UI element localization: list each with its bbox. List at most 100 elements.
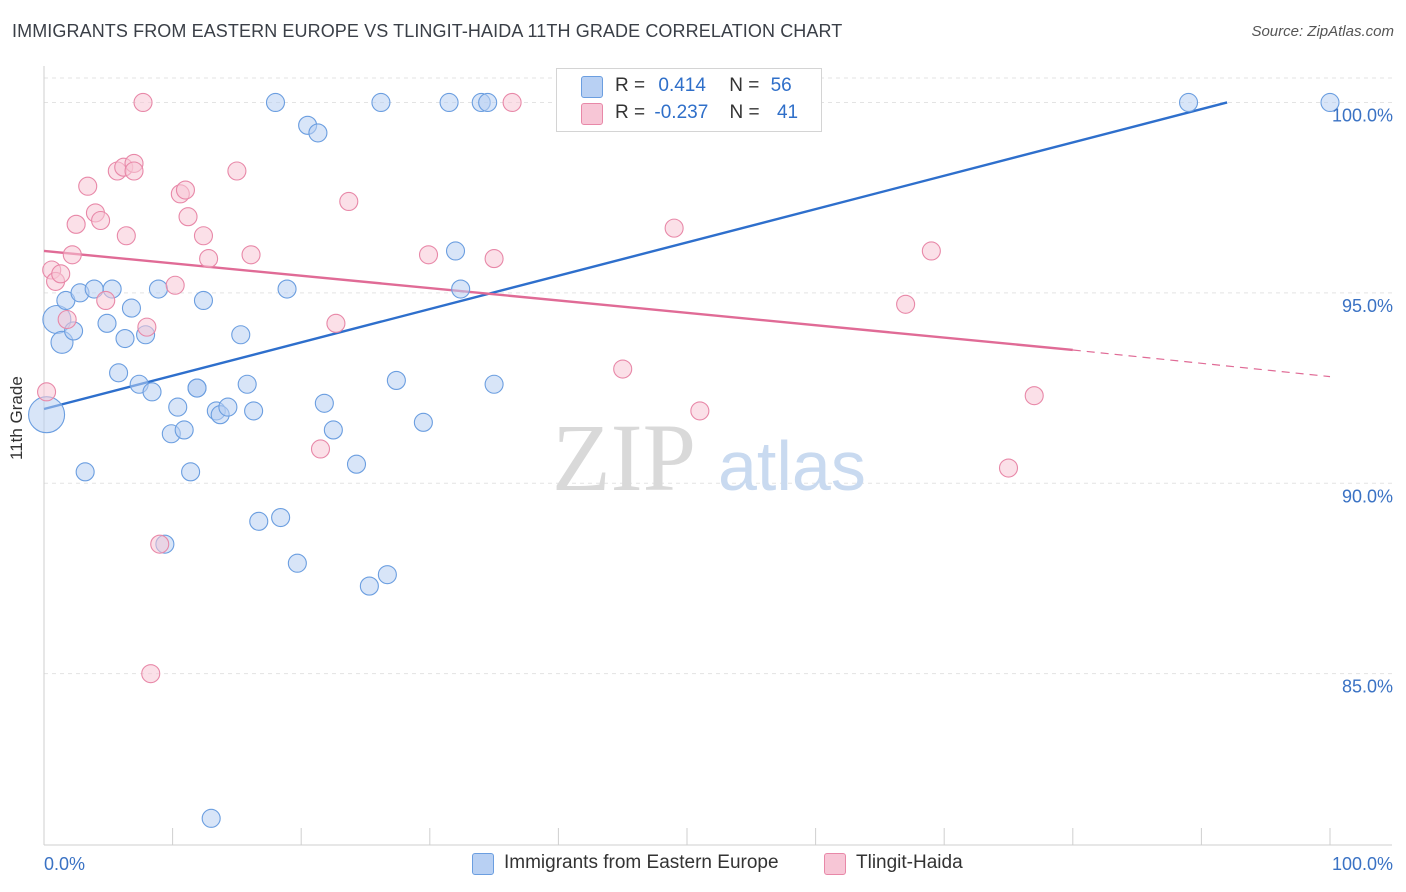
point-pink-39 bbox=[998, 458, 1019, 478]
point-pink-33 bbox=[502, 92, 522, 113]
series-label-pink: Tlingit-Haida bbox=[856, 852, 963, 873]
point-blue-43 bbox=[377, 565, 397, 585]
y-tick-label-95: 95.0% bbox=[1342, 296, 1393, 316]
point-blue-53 bbox=[1178, 92, 1199, 113]
y-axis-label: 11th Grade bbox=[7, 376, 26, 460]
legend-swatch-blue bbox=[581, 76, 603, 98]
point-pink-20 bbox=[165, 275, 185, 295]
source-label: Source: ZipAtlas.com bbox=[1251, 23, 1394, 40]
point-blue-10 bbox=[109, 363, 129, 383]
point-pink-17 bbox=[137, 317, 157, 337]
point-pink-35 bbox=[664, 218, 684, 238]
point-blue-38 bbox=[314, 393, 334, 413]
point-blue-35 bbox=[287, 553, 307, 573]
point-blue-55 bbox=[187, 378, 207, 398]
y-tick-label-100: 100.0% bbox=[1332, 105, 1393, 125]
point-blue-21 bbox=[181, 462, 201, 482]
series-swatch-blue bbox=[472, 853, 494, 875]
legend-n-value-blue: 56 bbox=[770, 75, 792, 96]
point-pink-30 bbox=[339, 191, 359, 212]
legend-r-value-blue: 0.414 bbox=[658, 75, 706, 96]
point-pink-3 bbox=[51, 264, 71, 284]
point-blue-34 bbox=[277, 279, 297, 299]
data-points bbox=[28, 92, 1340, 828]
y-tick-label-90: 90.0% bbox=[1342, 486, 1393, 506]
point-blue-27 bbox=[218, 397, 238, 417]
trend-line-pink-2 bbox=[1072, 349, 1331, 378]
point-pink-16 bbox=[133, 92, 153, 113]
point-pink-40 bbox=[1024, 386, 1044, 406]
point-pink-28 bbox=[310, 439, 331, 459]
point-pink-4 bbox=[57, 309, 77, 330]
point-pink-15 bbox=[124, 161, 144, 181]
series-swatch-pink bbox=[824, 853, 846, 875]
point-blue-19 bbox=[168, 397, 188, 417]
point-blue-41 bbox=[359, 576, 379, 596]
point-blue-12 bbox=[121, 298, 141, 318]
point-blue-28 bbox=[231, 325, 251, 345]
point-blue-42 bbox=[371, 92, 391, 113]
point-pink-26 bbox=[227, 161, 247, 181]
point-blue-47 bbox=[445, 241, 466, 261]
watermark-atlas: atlas bbox=[718, 427, 866, 505]
point-pink-5 bbox=[62, 245, 82, 265]
point-blue-39 bbox=[323, 420, 343, 440]
point-blue-50 bbox=[484, 374, 504, 394]
point-pink-29 bbox=[326, 313, 346, 333]
point-blue-6 bbox=[75, 462, 95, 482]
series-label-blue: Immigrants from Eastern Europe bbox=[504, 852, 779, 873]
point-pink-38 bbox=[921, 241, 941, 261]
legend-r-label-pink: R = bbox=[615, 102, 646, 123]
point-pink-6 bbox=[66, 214, 86, 234]
point-blue-30 bbox=[244, 401, 264, 421]
legend-n-label-blue: N = bbox=[729, 75, 760, 96]
point-pink-24 bbox=[193, 226, 214, 246]
y-tick-label-85: 85.0% bbox=[1342, 677, 1393, 697]
point-pink-36 bbox=[690, 401, 710, 421]
legend-text-blue: R = 0.414 N = 56 bbox=[615, 75, 792, 97]
point-blue-8 bbox=[97, 313, 117, 333]
point-blue-23 bbox=[193, 290, 214, 311]
legend-swatch-pink bbox=[581, 103, 603, 125]
point-blue-54 bbox=[1320, 92, 1340, 113]
legend-n-value-pink: 41 bbox=[776, 102, 799, 123]
point-blue-15 bbox=[142, 382, 162, 402]
correlation-legend: R = 0.414 N = 56 R = -0.237 N = 41 bbox=[556, 68, 822, 132]
legend-r-label-blue: R = bbox=[615, 75, 646, 96]
point-pink-0 bbox=[37, 382, 57, 402]
point-pink-31 bbox=[418, 245, 439, 265]
point-blue-31 bbox=[249, 511, 269, 531]
point-pink-9 bbox=[91, 210, 111, 231]
point-pink-27 bbox=[241, 245, 261, 265]
point-pink-7 bbox=[78, 176, 98, 196]
legend-n-label-pink: N = bbox=[729, 102, 760, 123]
point-pink-25 bbox=[199, 249, 219, 269]
point-blue-0 bbox=[28, 396, 66, 434]
point-blue-29 bbox=[237, 374, 257, 394]
point-blue-11 bbox=[115, 329, 135, 349]
point-pink-32 bbox=[484, 249, 504, 269]
point-blue-16 bbox=[148, 279, 169, 299]
point-pink-23 bbox=[178, 207, 198, 227]
point-blue-48 bbox=[451, 279, 471, 299]
point-blue-40 bbox=[346, 454, 367, 474]
x-tick-label-max: 100.0% bbox=[1332, 854, 1393, 874]
axes bbox=[43, 66, 1392, 846]
trend-line-blue-0 bbox=[43, 101, 1228, 411]
trend-lines bbox=[43, 101, 1331, 411]
point-pink-22 bbox=[175, 180, 196, 200]
trend-line-pink-1 bbox=[43, 249, 1073, 352]
point-blue-37 bbox=[308, 123, 328, 143]
point-blue-33 bbox=[271, 507, 291, 528]
point-pink-34 bbox=[613, 359, 633, 379]
point-blue-46 bbox=[439, 92, 459, 113]
point-blue-20 bbox=[174, 420, 194, 440]
point-pink-18 bbox=[141, 664, 161, 684]
point-pink-19 bbox=[150, 534, 170, 554]
y-tick-labels: 85.0% 90.0% 95.0% 100.0% bbox=[1332, 105, 1393, 696]
legend-r-value-pink: -0.237 bbox=[654, 102, 709, 123]
x-tick-label-min: 0.0% bbox=[44, 854, 85, 874]
point-blue-44 bbox=[386, 370, 406, 390]
chart-title: IMMIGRANTS FROM EASTERN EUROPE VS TLINGI… bbox=[12, 21, 843, 41]
